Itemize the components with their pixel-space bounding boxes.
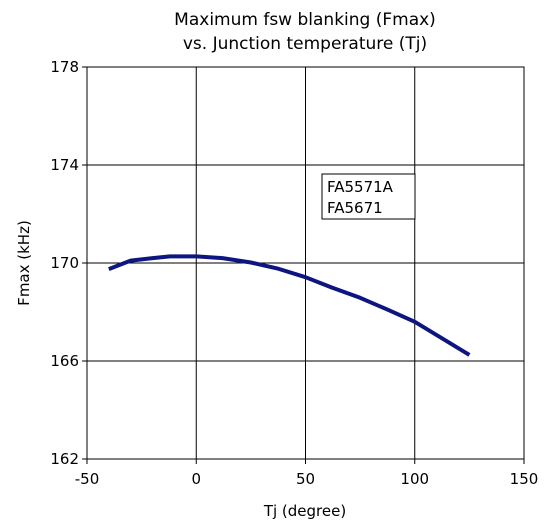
legend-box bbox=[321, 173, 416, 220]
legend-item-1: FA5571A bbox=[327, 178, 394, 196]
x-tick-label: -50 bbox=[75, 470, 100, 488]
x-axis-label: Tj (degree) bbox=[263, 502, 346, 520]
tick-labels: 162 166 170 174 178 -50 0 50 100 150 bbox=[50, 58, 538, 488]
series-line bbox=[108, 254, 471, 357]
grid bbox=[82, 66, 525, 464]
legend: FA5571A FA5671 bbox=[321, 173, 416, 220]
y-tick-label: 162 bbox=[50, 450, 79, 468]
y-tick-label: 166 bbox=[50, 352, 79, 370]
chart-title-line2: vs. Junction temperature (Tj) bbox=[183, 34, 427, 54]
x-tick-label: 0 bbox=[191, 470, 201, 488]
legend-item-2: FA5671 bbox=[327, 199, 383, 217]
x-tick-label: 100 bbox=[400, 470, 429, 488]
y-tick-label: 178 bbox=[50, 58, 79, 76]
y-tick-label: 170 bbox=[50, 254, 79, 272]
plot-frame bbox=[86, 66, 525, 460]
y-axis-label: Fmax (kHz) bbox=[15, 220, 33, 306]
chart-title-line1: Maximum fsw blanking (Fmax) bbox=[174, 10, 436, 30]
x-tick-label: 150 bbox=[510, 470, 539, 488]
series-layer bbox=[108, 254, 471, 357]
y-tick-label: 174 bbox=[50, 156, 79, 174]
x-tick-label: 50 bbox=[296, 470, 315, 488]
